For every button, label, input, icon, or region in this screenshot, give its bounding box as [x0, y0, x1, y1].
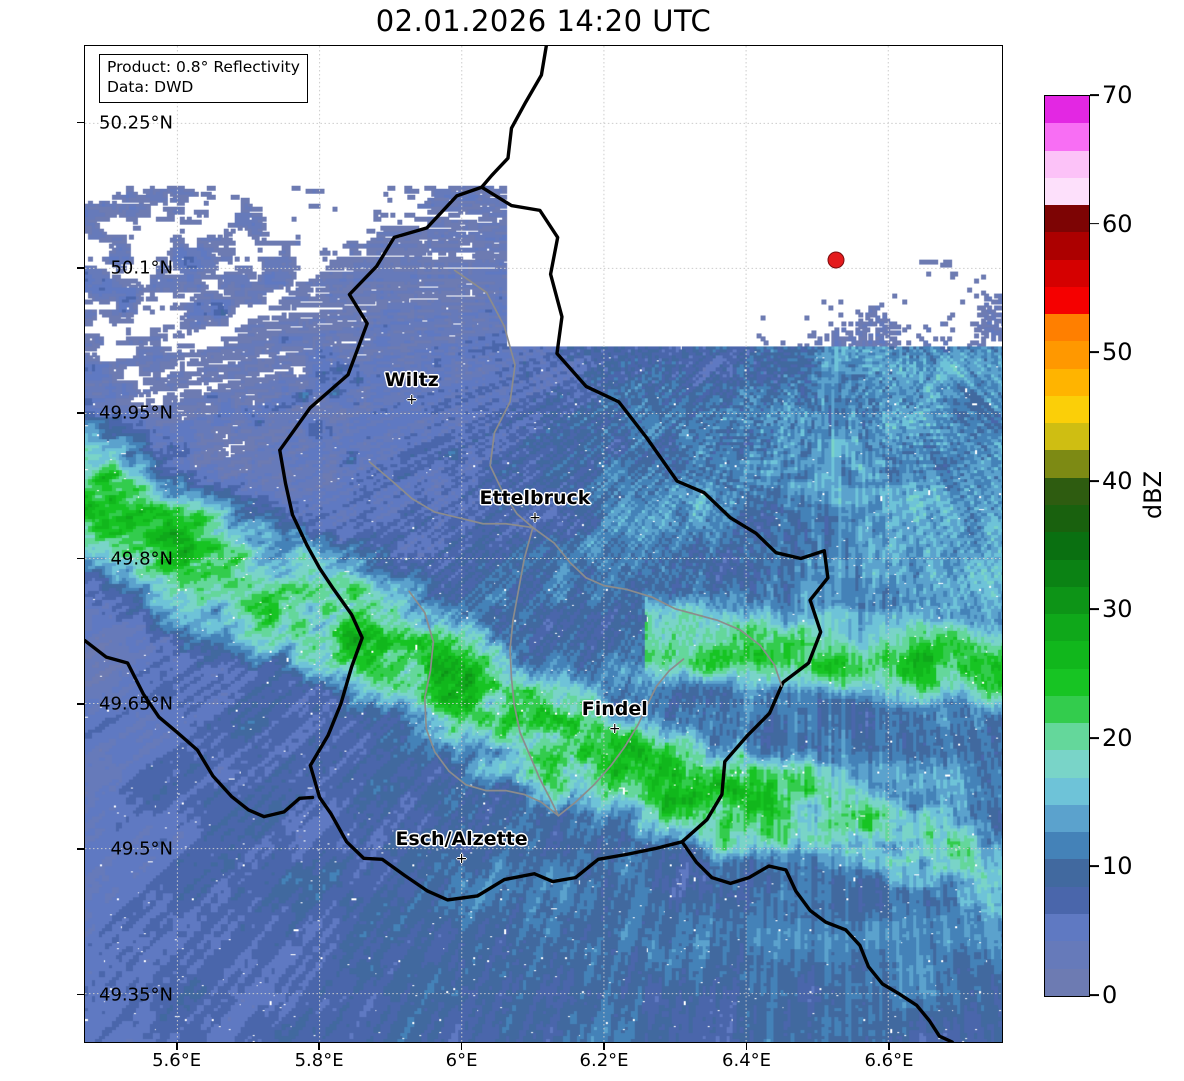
colorbar-segment: [1045, 177, 1089, 206]
colorbar-segment: [1045, 123, 1089, 151]
colorbar-tick-mark: [1090, 865, 1099, 868]
x-axis-tick-mark: [175, 1043, 178, 1050]
colorbar-segment: [1045, 150, 1089, 178]
border-regional: [759, 644, 783, 687]
info-data-line: Data: DWD: [107, 77, 194, 96]
border-germany-belgium: [479, 46, 549, 189]
colorbar-segment: [1045, 614, 1089, 642]
colorbar-segment: [1045, 286, 1089, 315]
colorbar-segment: [1045, 395, 1089, 424]
reflectivity-colorbar[interactable]: [1044, 95, 1090, 997]
colorbar-tick-mark: [1090, 608, 1099, 611]
x-axis-tick-label: 6°E: [445, 1050, 478, 1071]
colorbar-segment: [1045, 368, 1089, 396]
radar-plot-area[interactable]: Product: 0.8° Reflectivity Data: DWD: [84, 45, 1003, 1043]
colorbar-segment: [1045, 750, 1089, 778]
border-regional: [509, 526, 560, 817]
colorbar-segment: [1045, 804, 1089, 833]
colorbar-segment: [1045, 886, 1089, 914]
x-axis-tick-mark: [318, 1043, 320, 1050]
colorbar-tick-mark: [1090, 222, 1099, 225]
x-axis-tick-label: 5.6°E: [152, 1050, 202, 1071]
colorbar-segment: [1045, 723, 1089, 751]
colorbar-segment: [1045, 532, 1089, 560]
x-axis-tick-label: 6.2°E: [579, 1050, 629, 1071]
y-axis-tick-label: 49.35°N: [99, 984, 173, 1006]
y-axis-tick-mark: [77, 121, 84, 124]
colorbar-segment: [1045, 232, 1089, 260]
y-axis-tick-mark: [77, 412, 84, 415]
y-axis-tick-label: 50.25°N: [99, 112, 173, 133]
colorbar-tick-label: 20: [1102, 723, 1133, 752]
colorbar-segment: [1045, 695, 1089, 724]
colorbar-segment: [1045, 968, 1089, 996]
colorbar-segment: [1045, 205, 1089, 233]
colorbar-title: dBZ: [1139, 470, 1167, 520]
colorbar-tick-label: 40: [1102, 466, 1133, 495]
colorbar-tick-label: 60: [1102, 209, 1133, 238]
colorbar-segment: [1045, 96, 1089, 124]
y-axis-tick-label: 49.65°N: [99, 693, 173, 715]
colorbar-segment: [1045, 450, 1089, 478]
x-axis-tick-label: 6.4°E: [722, 1050, 772, 1071]
radar-site-icon[interactable]: [827, 251, 845, 269]
colorbar-segment: [1045, 668, 1089, 696]
colorbar-segment: [1045, 913, 1089, 942]
page-title: 02.01.2026 14:20 UTC: [375, 4, 712, 38]
colorbar-tick-mark: [1090, 994, 1099, 996]
colorbar-tick-mark: [1090, 351, 1099, 354]
colorbar-tick-label: 30: [1102, 595, 1133, 624]
colorbar-tick-mark: [1090, 736, 1099, 739]
colorbar-segment: [1045, 586, 1089, 615]
border-regional: [453, 269, 534, 529]
colorbar-tick-label: 10: [1102, 852, 1133, 881]
colorbar-segment: [1045, 559, 1089, 587]
y-axis-tick-mark: [77, 266, 84, 269]
product-info-box: Product: 0.8° Reflectivity Data: DWD: [99, 54, 308, 103]
colorbar-tick-mark: [1090, 479, 1099, 482]
border-regional: [531, 526, 762, 647]
colorbar-segment: [1045, 423, 1089, 451]
colorbar-segment: [1045, 859, 1089, 887]
colorbar-segment: [1045, 832, 1089, 860]
colorbar-tick-label: 50: [1102, 338, 1133, 367]
border-france-germany: [680, 840, 954, 1042]
y-axis-tick-mark: [77, 557, 84, 560]
colorbar-segment: [1045, 259, 1089, 287]
colorbar-segment: [1045, 477, 1089, 505]
x-axis-tick-mark: [603, 1043, 605, 1050]
y-axis-tick-label: 50.1°N: [110, 257, 173, 279]
x-axis-tick-mark: [745, 1043, 748, 1050]
x-axis-tick-label: 6.6°E: [864, 1050, 914, 1071]
colorbar-segment: [1045, 504, 1089, 533]
y-axis-tick-label: 49.8°N: [110, 548, 173, 570]
colorbar-tick-mark: [1090, 94, 1099, 96]
x-axis-tick-mark: [888, 1043, 890, 1050]
y-axis-tick-label: 49.95°N: [99, 402, 173, 424]
info-product-line: Product: 0.8° Reflectivity: [107, 58, 300, 76]
colorbar-segment: [1045, 777, 1089, 805]
colorbar-segment: [1045, 341, 1089, 369]
border-regional: [408, 590, 560, 817]
colorbar-tick-label: 0: [1102, 981, 1118, 1009]
x-axis-tick-mark: [460, 1043, 463, 1050]
colorbar-segment: [1045, 941, 1089, 969]
colorbar-segment: [1045, 641, 1089, 669]
colorbar-segment: [1045, 314, 1089, 342]
border-regional: [557, 658, 685, 817]
map-overlay-layer: [85, 46, 1002, 1042]
border-luxembourg-national: [278, 185, 830, 902]
border-regional: [368, 460, 534, 529]
colorbar-tick-label: 70: [1102, 81, 1133, 109]
y-axis-tick-label: 49.5°N: [110, 838, 173, 860]
x-axis-tick-label: 5.8°E: [294, 1050, 344, 1071]
y-axis-tick-mark: [77, 848, 84, 851]
y-axis-tick-mark: [77, 993, 84, 996]
gridlines: [85, 46, 1002, 1042]
border-belgium-france: [85, 639, 315, 819]
y-axis-tick-mark: [77, 702, 84, 705]
